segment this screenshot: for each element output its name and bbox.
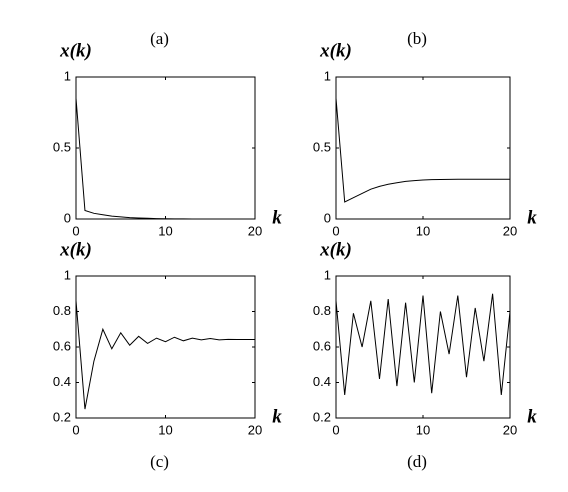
subplot-title: (a) [150, 29, 169, 48]
y-axis-label: x(k) [59, 239, 92, 260]
x-axis-label: k [527, 406, 537, 427]
x-tick-label: 20 [248, 422, 262, 437]
subplot-title: (c) [150, 452, 169, 471]
y-tick-label: 0.4 [53, 374, 71, 389]
axes-box [335, 76, 511, 220]
axes-box [75, 275, 256, 419]
data-line [335, 293, 511, 395]
x-tick-label: 0 [72, 422, 79, 437]
x-axis-label: k [272, 406, 282, 427]
x-axis-label: k [527, 207, 537, 228]
y-tick-label: 0.2 [313, 409, 331, 424]
x-tick-label: 0 [332, 422, 339, 437]
x-tick-label: 10 [416, 223, 430, 238]
data-line [75, 98, 255, 220]
y-tick-label: 0.8 [53, 303, 71, 318]
x-tick-label: 10 [158, 223, 172, 238]
y-axis-label: x(k) [319, 239, 352, 260]
x-tick-label: 10 [158, 422, 172, 437]
x-tick-label: 0 [332, 223, 339, 238]
x-tick-label: 20 [248, 223, 262, 238]
subplot-title: (b) [407, 29, 427, 48]
subplot-title: (d) [407, 452, 427, 471]
y-tick-label: 0.5 [53, 139, 71, 154]
y-tick-label: 0 [64, 210, 71, 225]
y-tick-label: 1 [324, 267, 331, 282]
axes-box [75, 76, 256, 220]
y-tick-label: 1 [64, 267, 71, 282]
y-axis-label: x(k) [59, 40, 92, 61]
x-tick-label: 0 [72, 223, 79, 238]
y-tick-label: 0 [324, 210, 331, 225]
x-tick-label: 20 [503, 422, 517, 437]
data-line [75, 300, 255, 410]
y-tick-label: 0.8 [313, 303, 331, 318]
data-line [335, 98, 510, 203]
y-tick-label: 0.2 [53, 409, 71, 424]
x-tick-label: 10 [416, 422, 430, 437]
y-tick-label: 1 [64, 68, 71, 83]
y-tick-label: 1 [324, 68, 331, 83]
y-tick-label: 0.4 [313, 374, 331, 389]
y-tick-label: 0.6 [313, 338, 331, 353]
x-tick-label: 20 [503, 223, 517, 238]
y-tick-label: 0.5 [313, 139, 331, 154]
y-axis-label: x(k) [319, 40, 352, 61]
y-tick-label: 0.6 [53, 338, 71, 353]
x-axis-label: k [272, 207, 282, 228]
